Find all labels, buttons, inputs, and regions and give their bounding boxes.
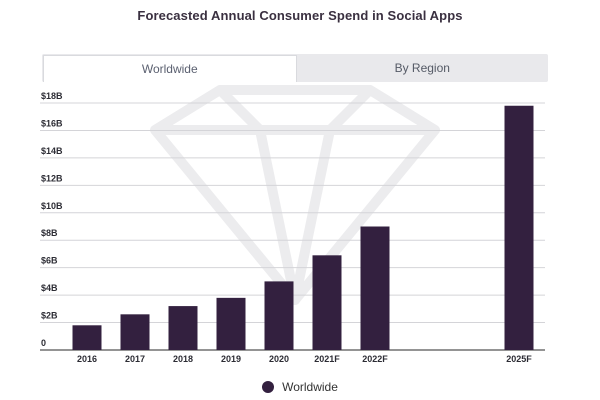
y-tick-label: $2B — [41, 311, 58, 321]
view-tabs: Worldwide By Region — [42, 54, 548, 82]
y-tick-label: $12B — [41, 173, 63, 183]
bar-2020 — [264, 281, 294, 350]
y-tick-label: $16B — [41, 118, 63, 128]
bar-2016 — [72, 325, 102, 350]
y-tick-label: $18B — [41, 91, 63, 101]
x-tick-label: 2022F — [362, 354, 388, 364]
x-tick-label: 2021F — [314, 354, 340, 364]
x-tick-label: 2018 — [173, 354, 193, 364]
chart-title: Forecasted Annual Consumer Spend in Soci… — [137, 8, 463, 23]
legend: Worldwide — [0, 380, 600, 394]
tab-worldwide[interactable]: Worldwide — [43, 55, 297, 82]
x-tick-label: 2020 — [269, 354, 289, 364]
y-tick-label: $6B — [41, 256, 58, 266]
y-tick-label: 0 — [41, 338, 46, 348]
bar-2018 — [168, 306, 198, 350]
x-tick-label: 2019 — [221, 354, 241, 364]
bar-2019 — [216, 297, 246, 350]
bar-2022F — [360, 226, 390, 350]
bar-2025F — [504, 105, 534, 350]
bar-2021F — [312, 255, 342, 350]
x-tick-label: 2016 — [77, 354, 97, 364]
y-tick-label: $4B — [41, 283, 58, 293]
y-tick-label: $8B — [41, 228, 58, 238]
legend-swatch-worldwide — [262, 381, 275, 393]
y-tick-label: $14B — [41, 146, 63, 156]
y-tick-label: $10B — [41, 201, 63, 211]
bar-2017 — [120, 314, 150, 350]
x-tick-label: 2017 — [125, 354, 145, 364]
x-tick-label: 2025F — [506, 354, 532, 364]
legend-label-worldwide: Worldwide — [282, 380, 338, 394]
watermark-logo — [150, 85, 440, 305]
tab-by-region[interactable]: By Region — [394, 61, 450, 75]
